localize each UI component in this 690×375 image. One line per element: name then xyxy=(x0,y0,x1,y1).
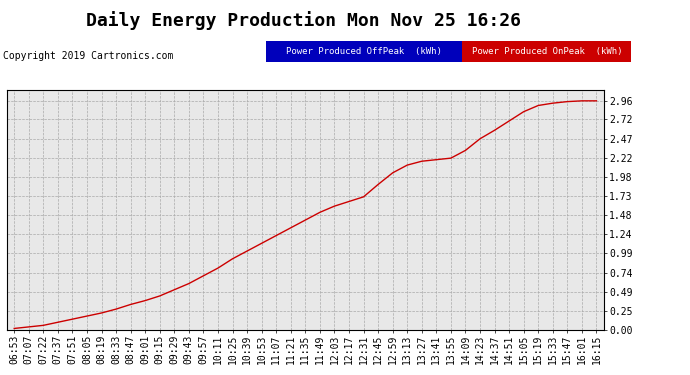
Text: Daily Energy Production Mon Nov 25 16:26: Daily Energy Production Mon Nov 25 16:26 xyxy=(86,11,521,30)
Text: Power Produced OffPeak  (kWh): Power Produced OffPeak (kWh) xyxy=(286,47,442,56)
Text: Power Produced OnPeak  (kWh): Power Produced OnPeak (kWh) xyxy=(471,47,622,56)
Text: Copyright 2019 Cartronics.com: Copyright 2019 Cartronics.com xyxy=(3,51,174,61)
